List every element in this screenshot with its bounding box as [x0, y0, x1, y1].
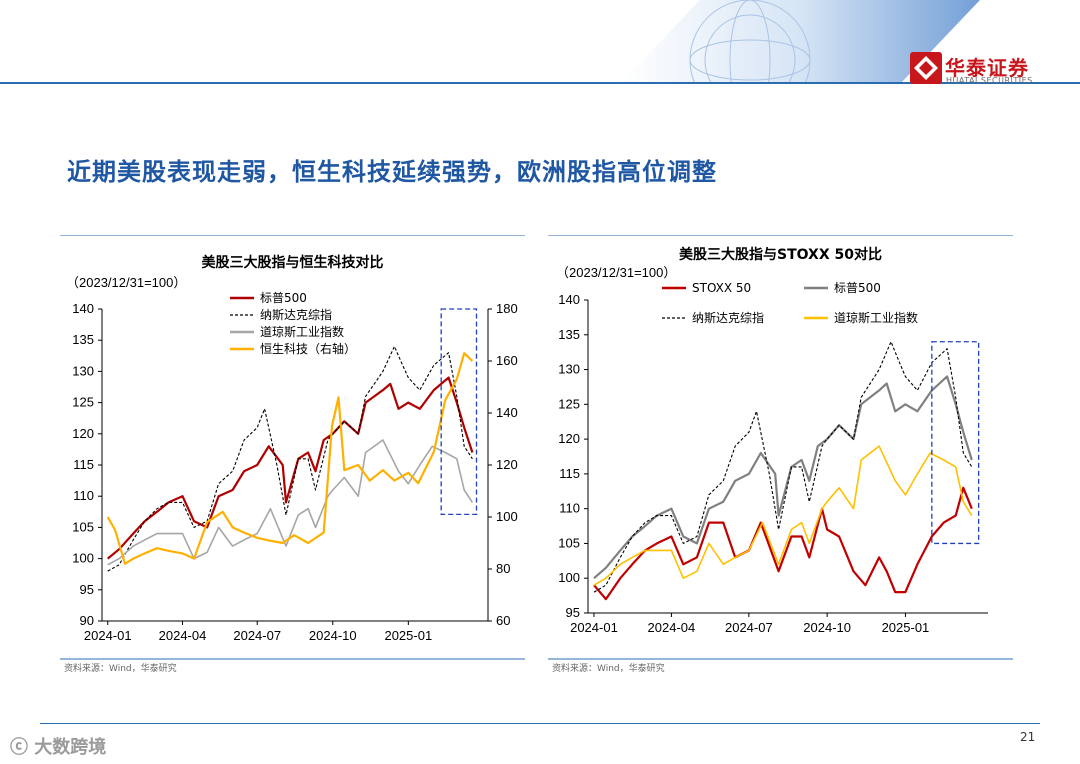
y-tick-label: 140 — [558, 292, 580, 307]
legend-label: 纳斯达克综指 — [692, 310, 764, 325]
series-line — [593, 445, 973, 586]
page-title: 近期美股表现走弱，恒生科技延续强势，欧洲股指高位调整 — [67, 158, 717, 186]
chart-source: 资料来源：Wind，华泰研究 — [552, 662, 665, 674]
chart-us-vs-hstech: 美股三大股指与恒生科技对比 （2023/12/31=100） 90 95 100 105 1… — [60, 235, 525, 680]
y-tick-label: 135 — [72, 332, 94, 347]
y-tick-label: 130 — [558, 362, 580, 377]
series-line — [593, 486, 973, 601]
y-tick-label: 135 — [558, 327, 580, 342]
y2-tick-label: 120 — [496, 457, 518, 472]
y-tick-label: 130 — [72, 363, 94, 378]
y-tick-label: 125 — [558, 396, 580, 411]
x-tick-label: 2024-04 — [159, 628, 207, 643]
y-tick-label: 120 — [558, 431, 580, 446]
chart-source: 资料来源：Wind，华泰研究 — [64, 662, 177, 674]
series-line — [593, 375, 973, 580]
chart-us-vs-stoxx50: 美股三大股指与STOXX 50对比（2023/12/31=100） 95 100 10… — [548, 235, 1013, 680]
y2-tick-label: 180 — [496, 301, 518, 316]
logo-text-en: HUATAI SECURITIES — [946, 76, 1033, 85]
header-globe-decoration — [620, 0, 980, 84]
watermark-logo-icon: ⓒ — [10, 737, 28, 758]
x-tick-label: 2024-07 — [233, 628, 281, 643]
y2-tick-label: 60 — [496, 613, 510, 628]
x-tick-label: 2024-04 — [648, 620, 696, 635]
y2-tick-label: 160 — [496, 353, 518, 368]
chart-title: 美股三大股指与恒生科技对比 — [202, 254, 384, 271]
legend-label: STOXX 50 — [692, 281, 751, 295]
y-tick-label: 140 — [72, 301, 94, 316]
header-divider — [0, 82, 1080, 84]
logo-text-cn: 华泰证券 — [945, 56, 1029, 80]
y-tick-label: 120 — [72, 426, 94, 441]
chart-background — [548, 235, 1013, 680]
y-tick-label: 90 — [80, 613, 94, 628]
legend-label: 恒生科技（右轴） — [260, 341, 356, 356]
y-tick-label: 115 — [73, 457, 94, 472]
x-tick-label: 2025-01 — [882, 620, 930, 635]
y-tick-label: 100 — [72, 551, 94, 566]
y-tick-label: 105 — [72, 519, 94, 534]
highlight-box — [931, 341, 980, 545]
y-tick-label: 125 — [72, 395, 94, 410]
y-tick-label: 115 — [559, 466, 580, 481]
watermark-text: 大数跨境 — [34, 737, 107, 758]
y2-tick-label: 100 — [496, 509, 518, 524]
y-tick-label: 110 — [73, 488, 94, 503]
y-tick-label: 110 — [559, 501, 580, 516]
highlight-box — [440, 308, 478, 516]
x-tick-label: 2025-01 — [384, 628, 432, 643]
chart-subtitle: （2023/12/31=100） — [66, 275, 186, 290]
y-tick-label: 95 — [80, 582, 94, 597]
legend-label: 道琼斯工业指数 — [834, 310, 918, 325]
legend-label: 道琼斯工业指数 — [260, 324, 344, 339]
x-tick-label: 2024-07 — [725, 620, 773, 635]
x-tick-label: 2024-01 — [570, 620, 618, 635]
series-line — [593, 341, 973, 593]
legend-label: 标普500 — [834, 281, 881, 295]
series-line — [107, 439, 474, 566]
series-line — [106, 352, 474, 565]
huatai-logo-icon — [910, 52, 942, 84]
legend-label: 纳斯达克综指 — [260, 307, 332, 322]
series-line — [107, 345, 473, 572]
x-tick-label: 2024-10 — [803, 620, 851, 635]
page-number: 21 — [1020, 730, 1036, 744]
footer-divider — [40, 723, 1040, 724]
x-tick-label: 2024-10 — [309, 628, 357, 643]
series-line — [107, 376, 474, 560]
y2-tick-label: 140 — [496, 405, 518, 420]
chart-title: 美股三大股指与STOXX 50对比 — [679, 246, 882, 263]
y-tick-label: 95 — [566, 605, 580, 620]
y-tick-label: 100 — [558, 570, 580, 585]
y2-tick-label: 80 — [496, 561, 510, 576]
legend-label: 标普500 — [260, 291, 307, 305]
y-tick-label: 105 — [558, 535, 580, 550]
chart-subtitle: （2023/12/31=100） — [556, 265, 676, 280]
x-tick-label: 2024-01 — [84, 628, 132, 643]
chart-background — [60, 235, 525, 680]
watermark: ⓒ 大数跨境 — [10, 733, 106, 759]
